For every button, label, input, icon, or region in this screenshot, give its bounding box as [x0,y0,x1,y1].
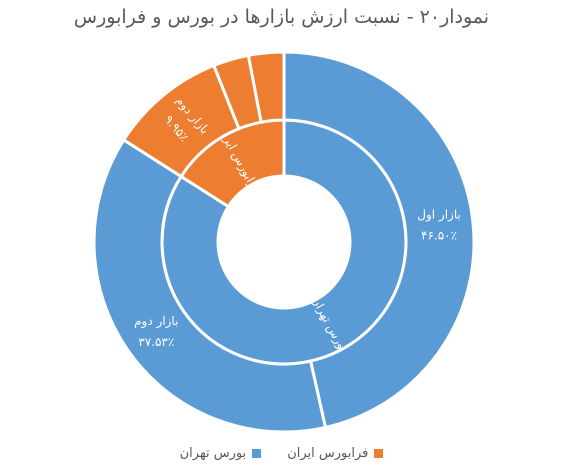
outer-label-0: بازار اول [417,207,461,222]
legend-item-farabourse: فرابورس ایران [287,446,384,461]
chart-legend: بورس تهران فرابورس ایران [0,446,563,461]
legend-item-tehran: بورس تهران [180,446,262,461]
outer-slice-0 [282,50,476,430]
outer-slice-4 [246,50,286,124]
legend-swatch-tehran [252,449,262,458]
chart-title: نمودار۲۰ - نسبت ارزش بازارها در بورس و ف… [73,6,490,28]
legend-label-tehran: بورس تهران [179,446,247,461]
outer-label-1: بازار دوم [134,314,178,329]
legend-swatch-farabourse [374,449,384,458]
legend-label-farabourse: فرابورس ایران [287,446,369,461]
outer-value-1: ۳۷.۵۳٪ [138,335,174,349]
outer-slice-1 [92,137,328,434]
outer-value-0: ۴۶.۵۰٪ [421,228,457,242]
